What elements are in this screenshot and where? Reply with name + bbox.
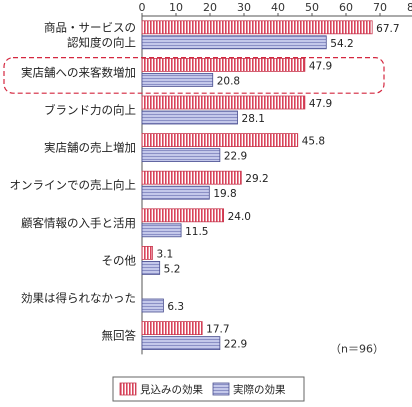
x-tick-label: 40 (271, 1, 285, 14)
category-label: ブランド力の向上 (44, 103, 136, 117)
category-label: 商品・サービスの (44, 20, 136, 34)
axes (141, 15, 412, 355)
x-tick-label: 10 (169, 1, 183, 14)
bar (141, 170, 242, 185)
x-tick-label: 0 (139, 1, 146, 14)
bar-value-label: 3.1 (157, 248, 174, 260)
bar-value-label: 28.1 (242, 113, 265, 125)
bar-value-label: 17.7 (206, 324, 229, 336)
legend-swatch (119, 382, 137, 396)
bar (141, 223, 182, 238)
category-label: その他 (102, 253, 137, 267)
bar-value-label: 67.7 (376, 23, 399, 35)
bar (141, 208, 224, 223)
legend-label: 実際の効果 (233, 383, 286, 396)
bar (141, 133, 299, 148)
value-labels: 67.7 54.2 47.9 20.8 47.9 28.1 45.8 22.9 29.2 19.8… (157, 23, 400, 351)
legend-swatch (212, 382, 230, 396)
category-label: 無回答 (102, 329, 137, 343)
x-tick-label: 60 (339, 1, 353, 14)
bar (141, 73, 214, 87)
bar (141, 95, 306, 110)
x-axis-ticks: 0 10 20 30 40 50 60 70 80 (139, 1, 412, 16)
bar-value-label: 19.8 (213, 188, 236, 200)
category-label: 実店舗の売上増加 (44, 141, 136, 155)
category-label: 効果は得られなかった (21, 291, 136, 305)
legend-frame (112, 376, 305, 402)
bar-value-label: 22.9 (224, 151, 247, 163)
bar-value-label: 29.2 (245, 173, 268, 185)
bar-value-label: 47.9 (309, 60, 332, 72)
bar-value-label: 11.5 (185, 226, 208, 238)
bar-value-label: 47.9 (309, 98, 332, 110)
category-labels: 商品・サービスの認知度の向上実店舗への来客数増加ブランド力の向上実店舗の売上増加… (10, 20, 137, 342)
highlight-box-outline (3, 56, 385, 94)
sample-size-note: （n＝96） (330, 342, 384, 355)
category-label: 認知度の向上 (67, 35, 136, 49)
category-label: 実店舗への来客数増加 (21, 65, 136, 79)
bar-value-label: 20.8 (217, 75, 240, 87)
bar-value-label: 54.2 (330, 38, 353, 50)
category-label: オンラインでの売上向上 (10, 178, 137, 192)
bar (141, 336, 221, 351)
bar (141, 185, 210, 200)
bar-value-label: 22.9 (224, 339, 247, 351)
bar-value-label: 5.2 (164, 263, 181, 275)
category-label: 顧客情報の入手と活用 (21, 216, 136, 230)
x-tick-label: 80 (407, 1, 412, 14)
bar (141, 58, 306, 72)
x-tick-label: 50 (305, 1, 319, 14)
bar (141, 298, 164, 313)
bar (141, 260, 161, 275)
bar (141, 35, 327, 50)
legend: 見込みの効果 実際の効果 (112, 376, 305, 402)
bar (141, 110, 238, 125)
x-tick-label: 20 (203, 1, 217, 14)
bar-value-label: 24.0 (228, 211, 251, 223)
bar (141, 148, 221, 163)
bar-value-label: 6.3 (167, 301, 184, 313)
bar (141, 321, 203, 336)
bar-value-label: 45.8 (302, 136, 325, 148)
bars (141, 20, 373, 351)
bar (141, 20, 373, 35)
highlight-box (3, 56, 385, 94)
legend-label: 見込みの効果 (140, 383, 203, 396)
bar (141, 245, 153, 260)
x-tick-label: 70 (373, 1, 387, 14)
x-tick-label: 30 (237, 1, 251, 14)
